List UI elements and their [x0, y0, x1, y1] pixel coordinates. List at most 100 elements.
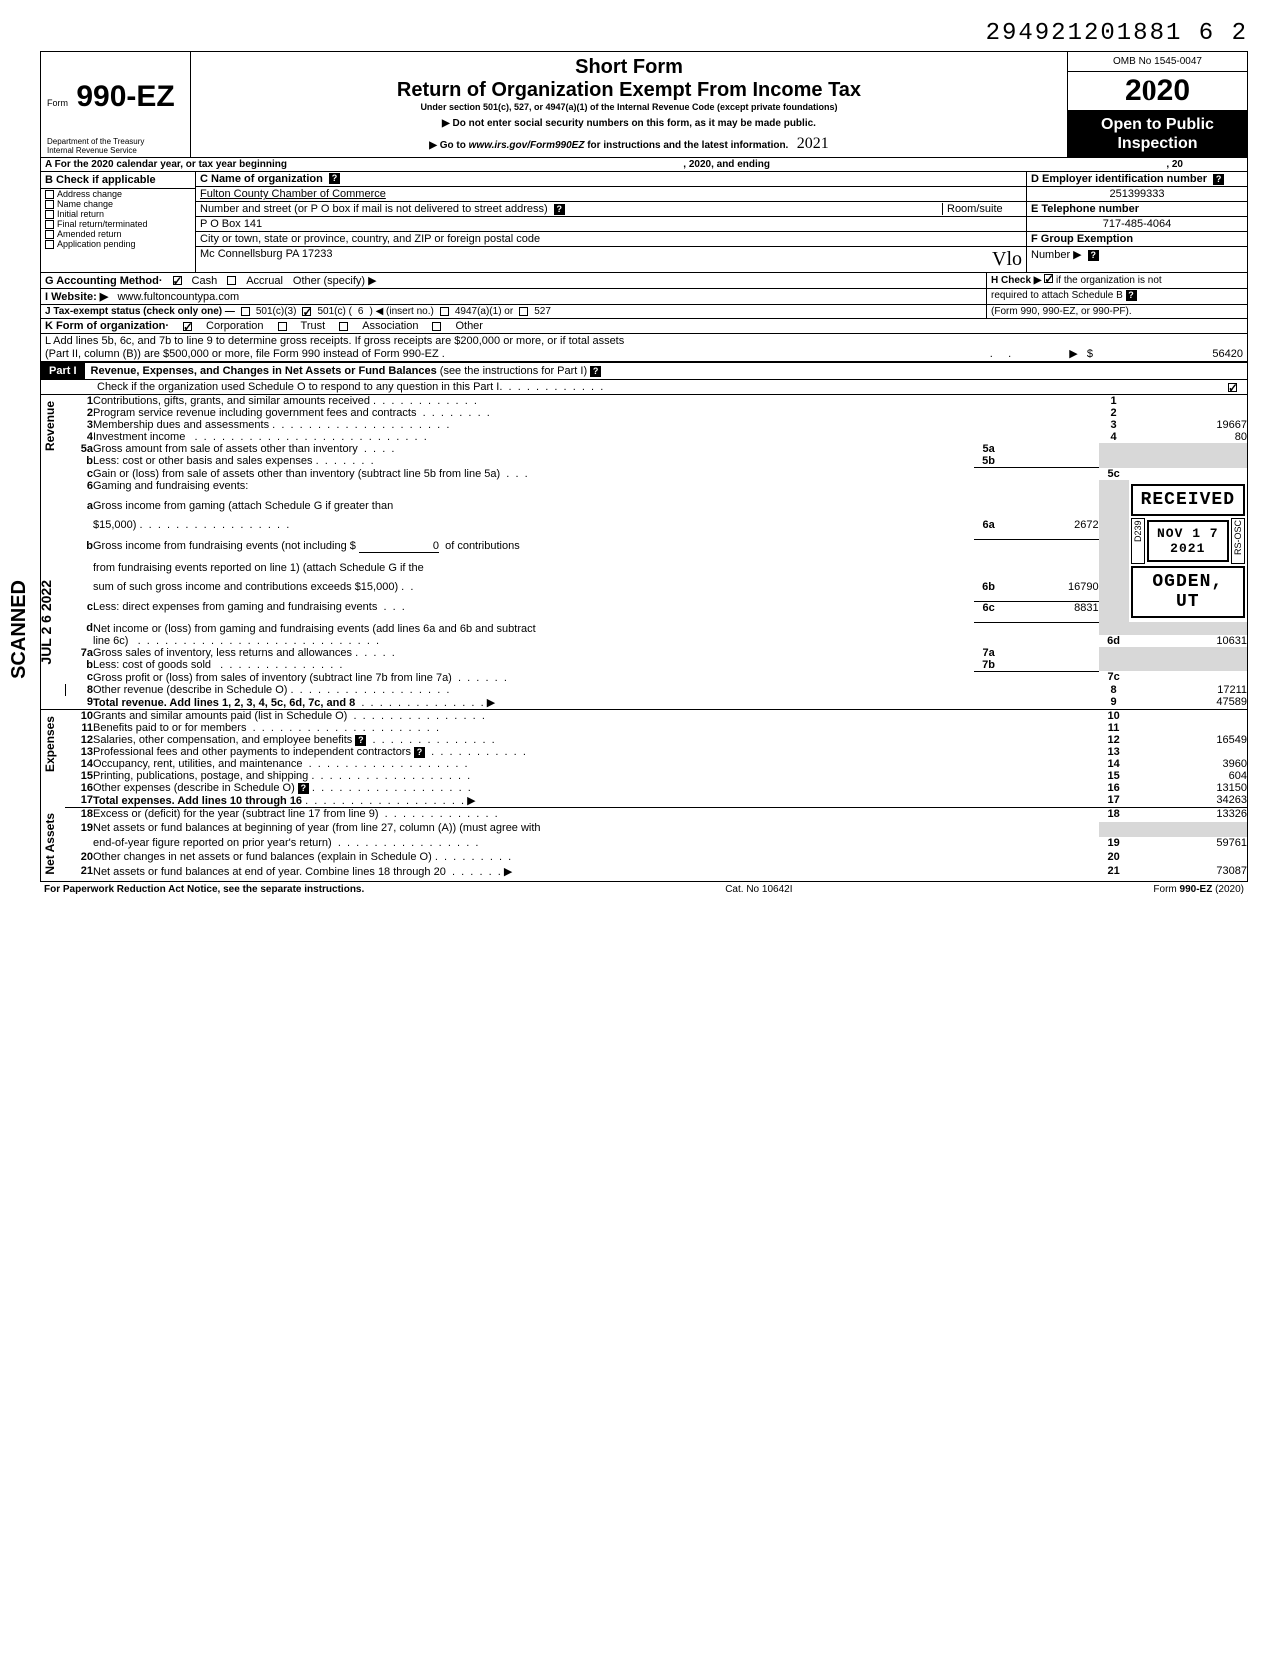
section-b: B Check if applicable Address change Nam… — [41, 172, 196, 272]
notice2-suffix: for instructions and the latest informat… — [584, 140, 788, 151]
chk-initial-return[interactable]: Initial return — [41, 209, 195, 219]
ln5b-mini-lbl: 5b — [974, 455, 1004, 468]
ln6-num: 6 — [65, 480, 93, 499]
shade-7v — [1129, 647, 1247, 672]
ln7c-box: 7c — [1099, 671, 1129, 684]
chk-association[interactable] — [339, 322, 348, 331]
ln6d-t2: line 6c) — [93, 635, 128, 647]
help-icon[interactable]: ? — [1126, 290, 1137, 301]
ln15-val: 604 — [1129, 770, 1247, 782]
opt-other: Other — [455, 320, 483, 332]
ln12-num: 12 — [65, 734, 93, 746]
irs-label: Internal Revenue Service — [47, 147, 184, 156]
ln9-box: 9 — [1099, 696, 1129, 710]
chk-cash[interactable] — [173, 276, 182, 285]
ln6d-t1: Net income or (loss) from gaming and fun… — [93, 622, 1099, 635]
help-icon[interactable]: ? — [554, 204, 565, 215]
period-mid: , 2020, and ending — [683, 159, 770, 170]
shade-6d — [1099, 622, 1129, 635]
subtitle: Under section 501(c), 527, or 4947(a)(1)… — [197, 102, 1061, 112]
ln6a-mini-lbl: 6a — [974, 519, 1004, 539]
h-line2: required to attach Schedule B ? — [987, 289, 1247, 304]
ln5b-text: Less: cost or other basis and sales expe… — [93, 455, 313, 467]
chk-corporation[interactable] — [183, 322, 192, 331]
ln10-text: Grants and similar amounts paid (list in… — [93, 710, 347, 722]
ln5c-box: 5c — [1099, 468, 1129, 481]
part-1-header: Part I Revenue, Expenses, and Changes in… — [41, 362, 1247, 380]
ln7a-text: Gross sales of inventory, less returns a… — [93, 647, 352, 659]
l-arrow: ▶ — [1069, 347, 1077, 360]
cash-label: Cash — [192, 275, 218, 287]
ln5a-mini-val — [1004, 443, 1099, 455]
chk-501c3[interactable] — [241, 307, 250, 316]
k-label: K Form of organization· — [45, 320, 169, 332]
section-def: D Employer identification number ? 25139… — [1027, 172, 1247, 272]
open-public-2: Inspection — [1070, 134, 1245, 153]
footer-mid: Cat. No 10642I — [725, 884, 792, 895]
ln14-num: 14 — [65, 758, 93, 770]
chk-501c[interactable] — [302, 307, 311, 316]
chk-sched-b[interactable] — [1044, 274, 1053, 283]
shade-19 — [1099, 822, 1129, 836]
ln5c-val — [1129, 468, 1247, 481]
ln17-box: 17 — [1099, 794, 1129, 808]
row-j: J Tax-exempt status (check only one) — 5… — [41, 305, 1247, 319]
ln1-num: 1 — [65, 395, 93, 407]
chk-address-change[interactable]: Address change — [41, 189, 195, 199]
ln4-num: 4 — [65, 431, 93, 443]
ln21-text: Net assets or fund balances at end of ye… — [93, 866, 446, 878]
ln7b-text: Less: cost of goods sold — [93, 659, 211, 671]
form-header: Form 990-EZ Department of the Treasury I… — [41, 52, 1247, 158]
scanned-stamp: SCANNED — [8, 580, 31, 679]
org-name: Fulton County Chamber of Commerce — [196, 187, 1026, 202]
chk-name-change[interactable]: Name change — [41, 199, 195, 209]
ln21-num: 21 — [65, 865, 93, 881]
ln3-text: Membership dues and assessments — [93, 419, 269, 431]
chk-sched-o[interactable] — [1228, 383, 1237, 392]
chk-app-pending[interactable]: Application pending — [41, 239, 195, 249]
help-icon[interactable]: ? — [1213, 174, 1224, 185]
help-icon[interactable]: ? — [355, 735, 366, 746]
help-icon[interactable]: ? — [590, 366, 601, 377]
chk-4947[interactable] — [440, 307, 449, 316]
ln13-text: Professional fees and other payments to … — [93, 746, 411, 758]
ln9-arrow: ▶ — [487, 697, 495, 709]
help-icon[interactable]: ? — [414, 747, 425, 758]
phone: 717-485-4064 — [1027, 217, 1247, 232]
chk-final-return[interactable]: Final return/terminated — [41, 219, 195, 229]
ln3-val: 19667 — [1129, 419, 1247, 431]
expenses-vlabel: Expenses — [41, 710, 59, 778]
part-1-suffix: (see the instructions for Part I) — [437, 365, 587, 377]
chk-amended[interactable]: Amended return — [41, 229, 195, 239]
scan-date-stamp: JUL 2 6 2022 — [38, 580, 54, 665]
chk-527[interactable] — [519, 307, 528, 316]
ln6b-num: b — [65, 540, 93, 562]
city-value: Mc Connellsburg PA 17233 — [200, 248, 333, 271]
open-public-1: Open to Public — [1070, 115, 1245, 134]
ln21-box: 21 — [1099, 865, 1129, 881]
ln1-box: 1 — [1099, 395, 1129, 407]
chk-other-org[interactable] — [432, 322, 441, 331]
h-line3: (Form 990, 990-EZ, or 990-PF). — [987, 305, 1247, 318]
ssn-notice: Do not enter social security numbers on … — [197, 118, 1061, 129]
j-label: J Tax-exempt status (check only one) — — [45, 306, 235, 317]
ln11-text: Benefits paid to or for members — [93, 722, 246, 734]
chk-trust[interactable] — [278, 322, 287, 331]
help-icon[interactable]: ? — [329, 173, 340, 184]
shade-6dv — [1129, 622, 1247, 635]
title-cell: Short Form Return of Organization Exempt… — [191, 52, 1067, 157]
ln6c-num: c — [65, 601, 93, 622]
help-icon[interactable]: ? — [298, 783, 309, 794]
chk-accrual[interactable] — [227, 276, 236, 285]
ln19-box: 19 — [1099, 837, 1129, 851]
opt-4947: 4947(a)(1) or — [455, 306, 513, 317]
opt-assoc: Association — [362, 320, 418, 332]
help-icon[interactable]: ? — [1088, 250, 1099, 261]
notice2-site: www.irs.gov/Form990EZ — [469, 140, 585, 151]
part-1-label: Part I — [41, 363, 85, 379]
ln5b-mini-val — [1004, 455, 1099, 468]
form-word: Form — [47, 98, 68, 108]
d239-stamp: D239 — [1131, 518, 1145, 564]
ln5c-num: c — [65, 468, 93, 481]
ln20-box: 20 — [1099, 851, 1129, 865]
